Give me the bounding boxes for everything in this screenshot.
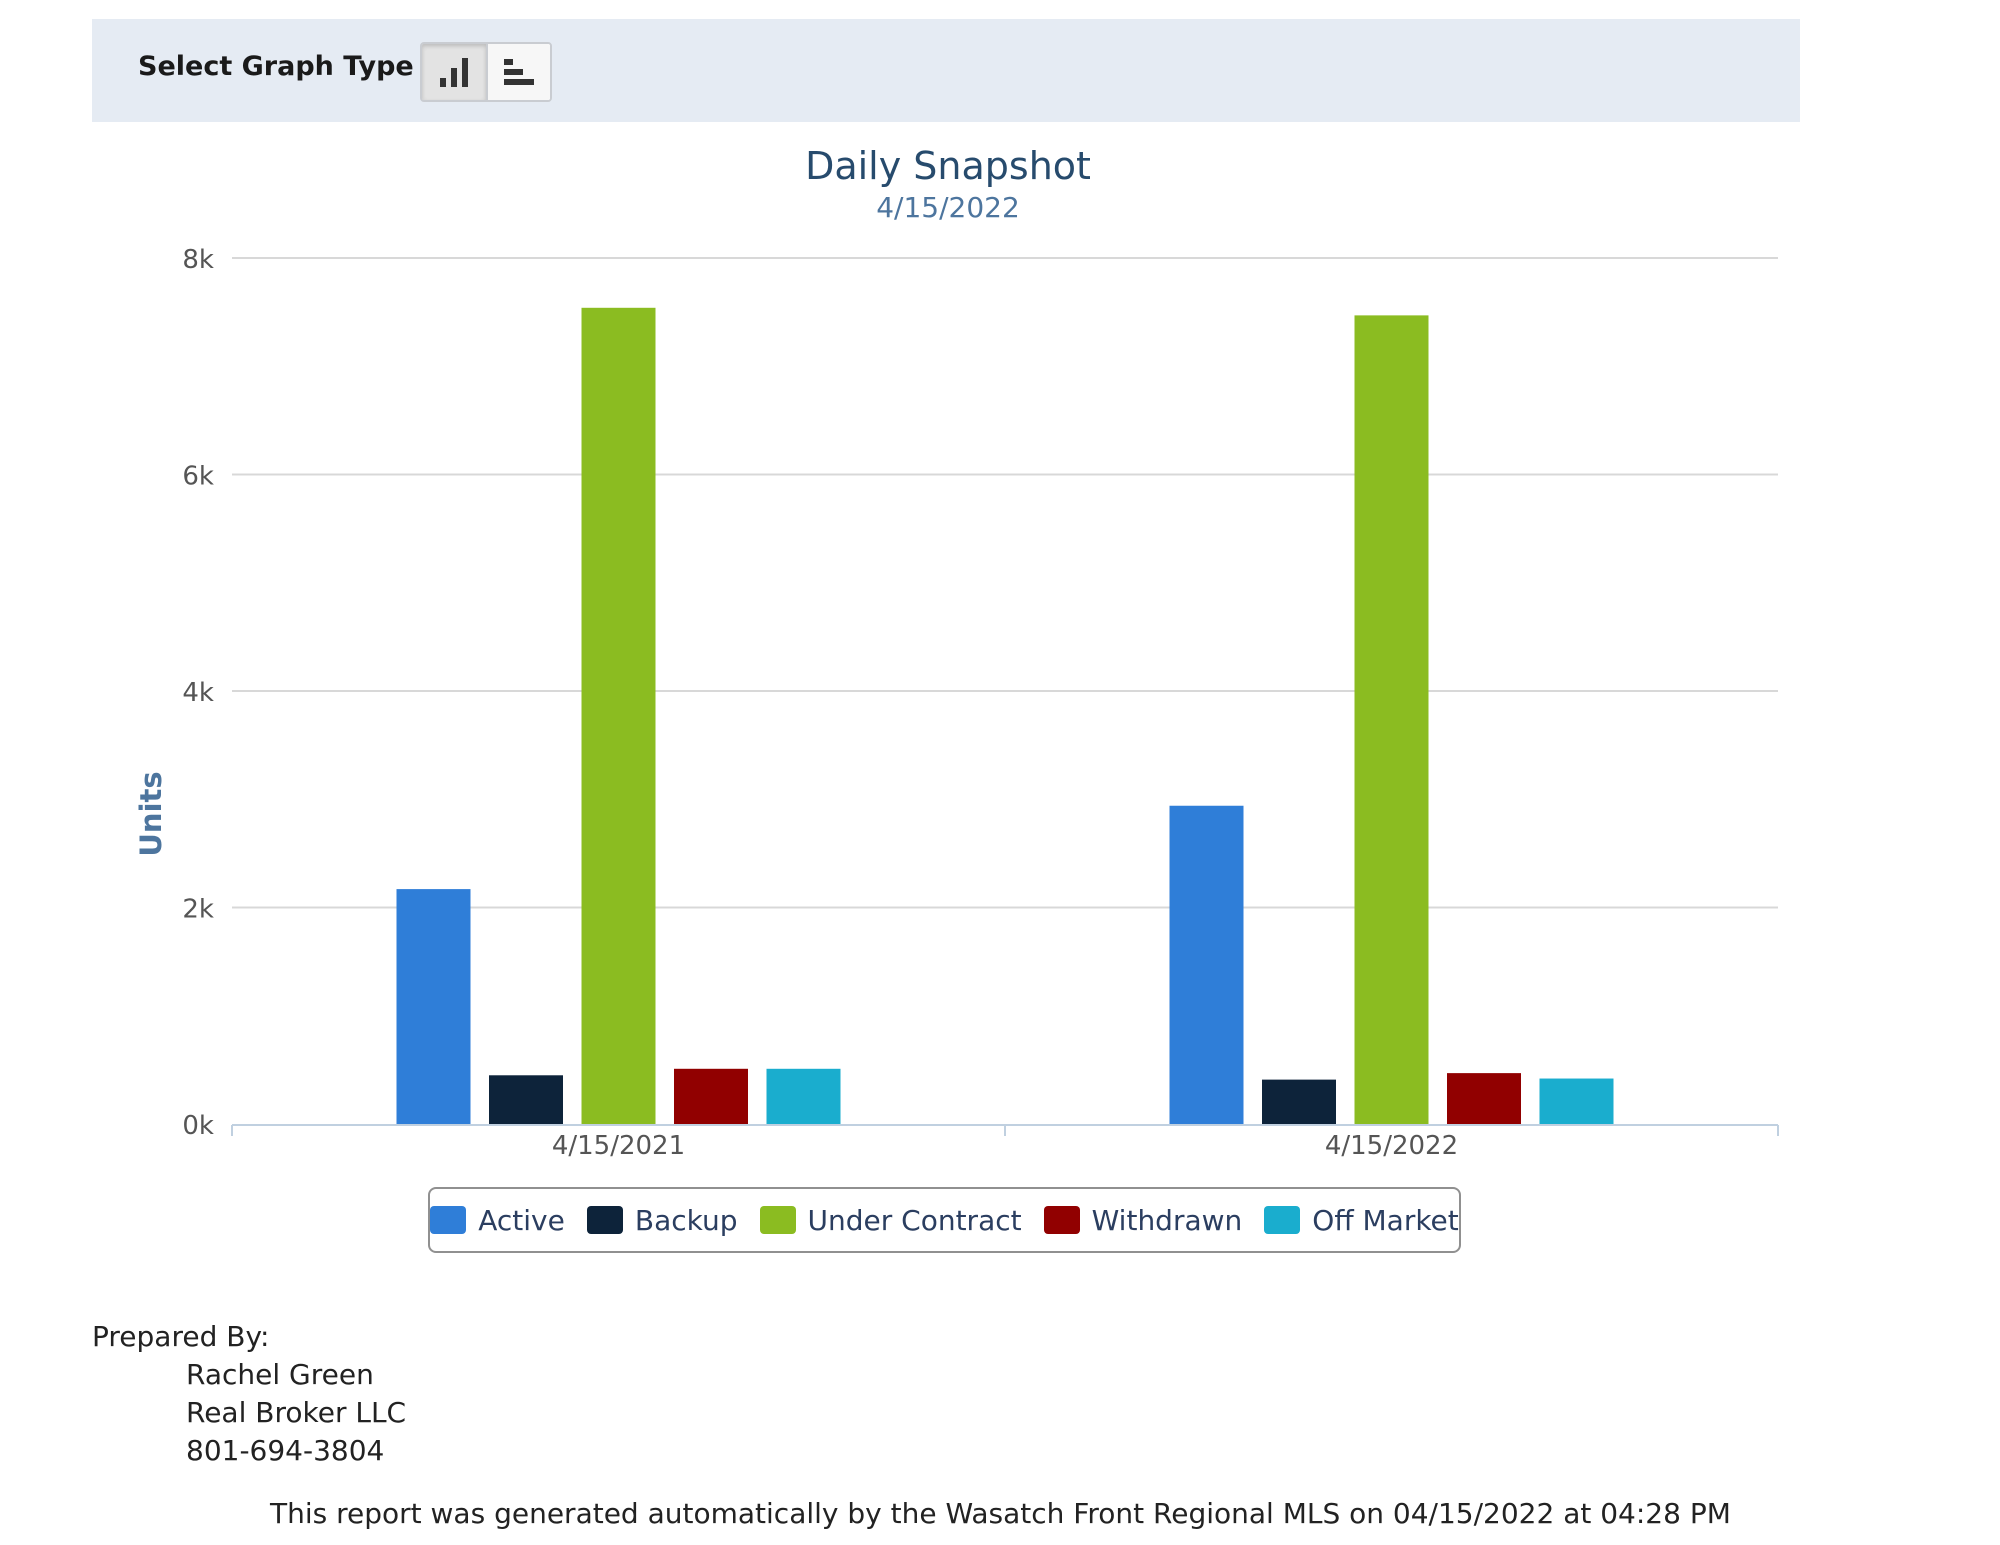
bar-series xyxy=(396,307,1614,1124)
y-tick-label: 4k xyxy=(182,678,214,708)
legend-item-withdrawn[interactable]: Withdrawn xyxy=(1043,1203,1243,1237)
y-tick-label: 2k xyxy=(182,895,214,925)
bar-chart-icon xyxy=(502,56,536,88)
report-footer-note: This report was generated automatically … xyxy=(270,1497,1731,1530)
bar-backup[interactable] xyxy=(489,1075,563,1124)
legend-label: Off Market xyxy=(1312,1203,1459,1237)
graph-type-toolbar: Select Graph Type xyxy=(92,19,1800,122)
legend-item-active[interactable]: Active xyxy=(430,1204,565,1237)
grid-lines xyxy=(232,257,1778,909)
legend-item-off-market[interactable]: Off Market xyxy=(1264,1203,1459,1237)
bar-withdrawn[interactable] xyxy=(674,1068,748,1124)
bar-under-contract[interactable] xyxy=(1354,315,1429,1124)
daily-snapshot-chart: Daily Snapshot 4/15/2022 Units 0k 2k 4k 6k 8… xyxy=(134,144,1779,1161)
graph-type-button-group xyxy=(420,42,552,102)
preparer-name: Rachel Green xyxy=(186,1358,374,1391)
column-chart-button[interactable] xyxy=(422,44,486,100)
chart-subtitle: 4/15/2022 xyxy=(876,191,1020,224)
legend-label: Under Contract xyxy=(807,1203,1022,1237)
bar-active[interactable] xyxy=(1169,805,1244,1124)
y-tick-label: 6k xyxy=(182,462,214,492)
legend-label: Active xyxy=(478,1203,565,1237)
column-chart-icon xyxy=(437,56,471,88)
x-tick-label: 4/15/2022 xyxy=(1325,1131,1458,1161)
prepared-by-label: Prepared By: xyxy=(92,1320,270,1353)
bar-under-contract[interactable] xyxy=(581,307,656,1124)
bar-active[interactable] xyxy=(396,889,471,1124)
graph-type-label: Select Graph Type xyxy=(138,51,414,82)
legend-swatch xyxy=(586,1206,623,1234)
chart-legend: Active Backup Under Contract Withdrawn Off M… xyxy=(428,1187,1461,1253)
bar-withdrawn[interactable] xyxy=(1447,1073,1521,1124)
legend-label: Backup xyxy=(634,1203,738,1237)
bar-off-market[interactable] xyxy=(766,1068,841,1124)
legend-swatch xyxy=(430,1206,467,1234)
legend-item-under-contract[interactable]: Under Contract xyxy=(759,1203,1022,1237)
legend-swatch xyxy=(759,1206,796,1234)
preparer-phone: 801-694-3804 xyxy=(186,1434,385,1467)
y-axis-title: Units xyxy=(134,771,168,856)
legend-swatch xyxy=(1264,1206,1301,1234)
bar-off-market[interactable] xyxy=(1539,1078,1614,1124)
chart-title: Daily Snapshot xyxy=(805,144,1091,188)
legend-item-backup[interactable]: Backup xyxy=(586,1203,738,1237)
legend-swatch xyxy=(1043,1206,1080,1234)
legend-label: Withdrawn xyxy=(1091,1203,1243,1237)
prepared-by-block: Prepared By: Rachel Green Real Broker LL… xyxy=(92,1318,406,1470)
preparer-company: Real Broker LLC xyxy=(186,1396,407,1429)
bar-backup[interactable] xyxy=(1262,1079,1336,1124)
y-tick-label: 8k xyxy=(182,245,214,275)
bar-chart-button[interactable] xyxy=(486,44,550,100)
x-tick-label: 4/15/2021 xyxy=(552,1131,685,1161)
x-axis: 4/15/2021 4/15/2022 xyxy=(231,1124,1779,1161)
y-axis-ticks: 0k 2k 4k 6k 8k xyxy=(182,245,214,1141)
y-tick-label: 0k xyxy=(182,1111,214,1141)
